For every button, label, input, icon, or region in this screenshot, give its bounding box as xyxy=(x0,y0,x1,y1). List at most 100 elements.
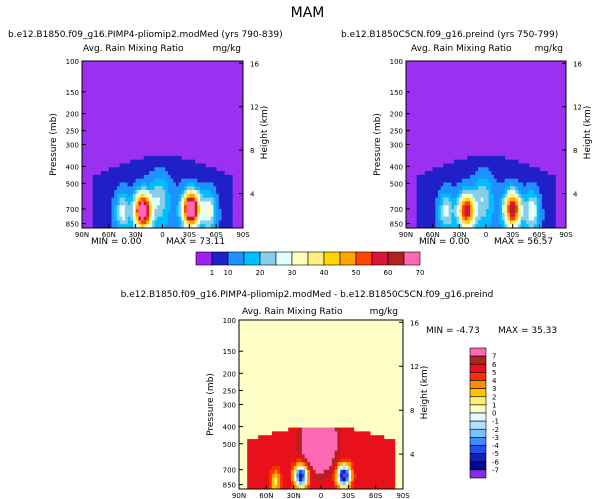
heatmap-cell xyxy=(247,442,251,448)
heatmap-cell xyxy=(301,469,305,475)
heatmap-cell xyxy=(186,197,190,202)
heatmap-cell xyxy=(213,167,217,172)
heatmap-cell xyxy=(260,477,264,482)
heatmap-cell xyxy=(464,171,468,176)
heatmap-cell xyxy=(167,220,171,225)
heatmap-cell xyxy=(389,442,393,448)
heatmap-cell xyxy=(307,465,311,471)
heatmap-cell xyxy=(260,469,264,475)
heatmap-cell xyxy=(326,435,330,440)
heatmap-cell xyxy=(208,205,212,210)
heatmap-cell xyxy=(226,212,230,218)
heatmap-cell xyxy=(392,473,396,478)
heatmap-cell xyxy=(528,182,532,187)
heatmap-cell xyxy=(496,163,500,168)
heatmap-cell xyxy=(499,167,503,172)
colorbar-swatch xyxy=(403,251,421,266)
heatmap-cell xyxy=(454,178,458,183)
heatmap-cell xyxy=(348,427,352,432)
heatmap-cell xyxy=(175,216,179,221)
heatmap-cell xyxy=(157,186,161,191)
heatmap-cell xyxy=(512,212,516,218)
heatmap-cell xyxy=(329,454,333,459)
heatmap-cell xyxy=(451,205,455,210)
heatmap-cell xyxy=(364,454,368,459)
heatmap-cell xyxy=(154,186,158,191)
heatmap-cell xyxy=(146,216,150,221)
x-tick-label: 0 xyxy=(160,231,164,239)
heatmap-cell xyxy=(544,201,548,206)
heatmap-cell xyxy=(92,193,96,199)
heatmap-cell xyxy=(502,159,506,164)
heatmap-cell xyxy=(367,469,371,475)
heatmap-cell xyxy=(226,220,230,225)
heatmap-cell xyxy=(370,465,374,471)
heatmap-cell xyxy=(353,442,357,448)
heatmap-cell xyxy=(143,155,147,161)
heatmap-cell xyxy=(378,454,382,459)
heatmap-cell xyxy=(494,220,498,225)
heatmap-cell xyxy=(122,178,126,183)
heatmap-cell xyxy=(486,174,490,180)
heatmap-cell xyxy=(334,446,338,451)
heatmap-cell xyxy=(116,224,120,229)
heatmap-cell xyxy=(226,201,230,206)
heatmap-cell xyxy=(362,469,366,475)
colorbar-swatch xyxy=(469,461,487,471)
heatmap-cell xyxy=(547,216,551,221)
heatmap-cell xyxy=(307,446,311,451)
heatmap-cell xyxy=(424,220,428,225)
heatmap-cell xyxy=(205,212,209,218)
heatmap-cell xyxy=(170,212,174,218)
heatmap-cell xyxy=(372,435,377,440)
heatmap-cell xyxy=(372,465,377,471)
heatmap-cell xyxy=(299,469,303,475)
heatmap-cell xyxy=(269,481,273,486)
heatmap-cell xyxy=(304,435,308,440)
heatmap-cell xyxy=(116,171,120,176)
heatmap-cell xyxy=(186,224,190,229)
colorbar-label: 2 xyxy=(492,393,496,401)
heatmap-cell xyxy=(507,212,511,218)
heatmap-cell xyxy=(483,212,487,218)
heatmap-cell xyxy=(353,469,357,475)
heatmap-cell xyxy=(504,224,508,229)
colorbar-swatch xyxy=(211,251,229,266)
heatmap-cell xyxy=(440,224,444,229)
heatmap-cell xyxy=(478,182,482,187)
heatmap-cell xyxy=(451,171,455,176)
heatmap-cell xyxy=(523,220,527,225)
heatmap-cell xyxy=(263,481,267,486)
heatmap-cell xyxy=(146,197,150,202)
heatmap-cell xyxy=(419,201,423,206)
heatmap-cell xyxy=(312,469,316,475)
heatmap-cell xyxy=(539,201,543,206)
heatmap-cell xyxy=(331,465,336,471)
heatmap-cell xyxy=(307,435,311,440)
heatmap-cell xyxy=(210,182,214,187)
heatmap-cell xyxy=(116,201,120,206)
heatmap-cell xyxy=(210,186,214,191)
heatmap-cell xyxy=(422,212,426,218)
heatmap-cell xyxy=(491,216,495,221)
heatmap-cell xyxy=(375,446,379,451)
heatmap-cell xyxy=(205,220,209,225)
heatmap-cell xyxy=(103,174,107,180)
heatmap-cell xyxy=(520,167,524,172)
heatmap-cell xyxy=(528,212,532,218)
y2-tick-label: 4 xyxy=(573,191,578,199)
heatmap-cell xyxy=(141,178,145,183)
heatmap-cell xyxy=(218,216,222,221)
heatmap-cell xyxy=(221,171,225,176)
heatmap-cell xyxy=(454,209,458,214)
heatmap-cell xyxy=(486,205,490,210)
heatmap-cell xyxy=(472,190,476,195)
y-tick-label: 100 xyxy=(390,58,403,66)
heatmap-cell xyxy=(100,212,104,218)
heatmap-cell xyxy=(438,178,442,183)
heatmap-cell xyxy=(470,197,474,202)
heatmap-cell xyxy=(499,190,503,195)
heatmap-cell xyxy=(494,205,498,210)
heatmap-cell xyxy=(224,212,228,218)
heatmap-cell xyxy=(459,190,463,195)
